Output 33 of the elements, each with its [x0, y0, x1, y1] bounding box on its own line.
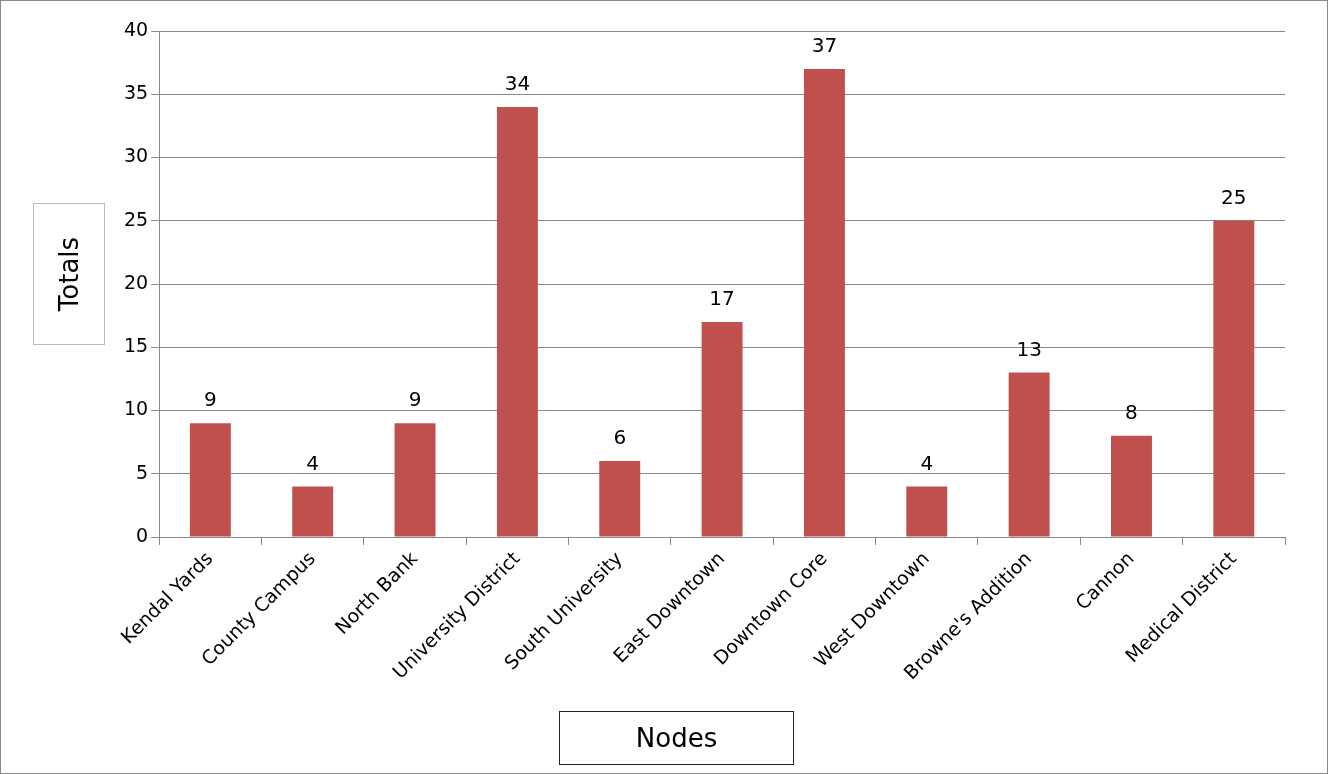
- data-label: 34: [504, 71, 531, 96]
- bar: [1213, 220, 1255, 537]
- data-label: 13: [1016, 336, 1042, 361]
- data-label: 6: [613, 425, 627, 450]
- data-label: 17: [709, 286, 735, 311]
- bar: [292, 486, 334, 537]
- bar: [1008, 372, 1050, 537]
- x-axis-title: Nodes: [635, 723, 718, 753]
- data-label: 8: [1125, 400, 1138, 424]
- bar: [496, 106, 538, 537]
- bar: [189, 423, 231, 537]
- bar: [906, 486, 948, 537]
- data-label: 25: [1221, 184, 1247, 209]
- y-tick-label: 25: [123, 207, 149, 230]
- y-tick-label: 15: [123, 334, 149, 357]
- y-tick-label: 20: [123, 270, 149, 293]
- y-tick-label: 0: [136, 523, 149, 546]
- y-axis-title: Totals: [54, 236, 84, 312]
- bar: [701, 321, 743, 537]
- data-label: 4: [306, 450, 320, 475]
- bar: [599, 461, 641, 537]
- bar: [803, 68, 845, 537]
- y-tick-label: 10: [123, 397, 149, 420]
- bar: [1111, 435, 1152, 537]
- y-tick-label: 30: [123, 144, 149, 167]
- data-label: 37: [811, 33, 838, 58]
- data-label: 9: [203, 387, 217, 412]
- bar: [394, 423, 436, 537]
- y-tick-label: 35: [123, 81, 149, 104]
- data-label: 4: [920, 450, 934, 475]
- data-label: 9: [408, 387, 422, 412]
- y-tick-label: 5: [136, 460, 149, 483]
- y-tick-label: 40: [123, 17, 149, 40]
